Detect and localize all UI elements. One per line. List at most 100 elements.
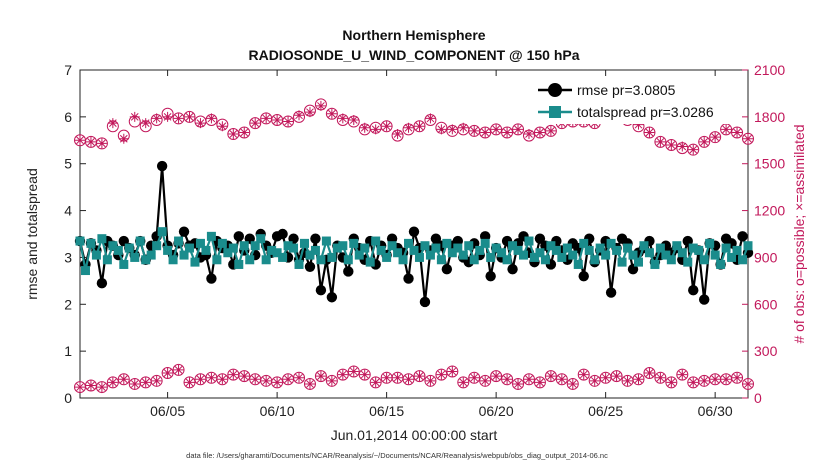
data-point [606,238,616,248]
obs-possible-marker [117,373,130,386]
legend-item: totalspread pr=3.0286 [538,104,714,120]
obs-assimilated-marker [502,374,513,385]
obs-assimilated-marker [272,114,283,125]
data-point [97,234,107,244]
data-point [623,243,633,253]
obs-assimilated-marker [655,372,666,383]
obs-possible-marker [216,373,229,386]
obs-possible-marker [731,126,744,139]
data-point [485,270,496,282]
data-point [546,241,556,251]
obs-assimilated-marker [315,100,326,111]
data-point [436,255,446,265]
obs-assimilated-marker [162,368,173,379]
obs-assimilated-marker [381,372,392,383]
obs-possible-marker [654,371,667,384]
obs-assimilated-marker [195,118,206,129]
data-point [584,245,594,255]
data-point [124,243,134,253]
obs-assimilated-marker [392,129,403,140]
data-point [540,255,550,265]
data-point [475,245,485,255]
x-tick-label: 06/30 [698,403,733,419]
data-point [727,252,737,262]
x-tick-label: 06/10 [260,403,295,419]
obs-possible-marker [413,120,426,133]
legend-label: rmse pr=3.0805 [577,82,676,98]
obs-possible-marker [336,368,349,381]
obs-possible-marker [566,377,579,390]
series-obs-circle-open [74,363,754,394]
obs-assimilated-marker [545,371,556,382]
data-point [338,241,348,251]
obs-assimilated-marker [447,124,458,135]
data-point [163,245,173,255]
obs-possible-marker [183,110,196,123]
data-point [612,245,622,255]
obs-assimilated-marker [294,110,305,121]
data-point [529,252,539,262]
legend-label: totalspread pr=3.0286 [577,104,714,120]
data-point [453,243,463,253]
obs-possible-marker [501,373,514,386]
obs-assimilated-marker [458,377,469,388]
data-point [102,255,112,265]
data-point [699,255,709,265]
obs-possible-marker [687,143,700,156]
obs-assimilated-marker [611,371,622,382]
data-point [442,238,452,248]
obs-assimilated-marker [502,127,513,138]
data-point [360,243,370,253]
data-point [535,248,545,258]
data-point [310,245,320,255]
obs-possible-marker [490,123,503,136]
data-point [441,263,453,275]
y2-tick-label: 900 [754,249,778,265]
obs-assimilated-marker [283,116,294,127]
obs-assimilated-marker [534,127,545,138]
obs-assimilated-marker [75,382,85,393]
obs-assimilated-marker [403,122,414,133]
obs-assimilated-marker [721,374,732,385]
obs-assimilated-marker [118,374,129,385]
obs-assimilated-marker [359,122,370,133]
obs-assimilated-marker [732,372,743,383]
y2-tick-label: 300 [754,343,778,359]
data-point [343,255,353,265]
obs-assimilated-marker [677,369,688,380]
obs-possible-marker [293,371,306,384]
obs-assimilated-marker [743,378,753,389]
data-point [414,252,424,262]
obs-assimilated-marker [261,375,272,386]
data-point [113,245,123,255]
obs-possible-marker [610,370,623,383]
series-layer [74,98,754,394]
x-tick-label: 06/05 [150,403,185,419]
obs-assimilated-marker [743,133,753,144]
data-point [568,250,578,260]
obs-assimilated-marker [644,368,655,379]
data-point [431,243,441,253]
y2-tick-label: 600 [754,296,778,312]
y2-tick-label: 0 [754,390,762,406]
data-point [365,257,375,267]
data-point [705,238,715,248]
data-point [304,261,316,272]
data-point [157,227,167,237]
obs-assimilated-marker [140,118,151,129]
data-point [573,259,583,269]
obs-possible-marker [183,376,196,389]
obs-possible-marker [468,371,481,384]
obs-possible-marker [369,376,382,389]
data-point [508,241,518,251]
x-axis-label: Jun.01,2014 00:00:00 start [331,427,498,443]
obs-assimilated-marker [326,108,337,119]
obs-assimilated-marker [326,375,337,386]
data-point [316,255,326,265]
data-point [130,252,140,262]
data-point [491,243,501,253]
data-point [398,255,408,265]
obs-assimilated-marker [436,369,447,380]
data-point [195,238,205,248]
x-tick-label: 06/20 [479,403,514,419]
